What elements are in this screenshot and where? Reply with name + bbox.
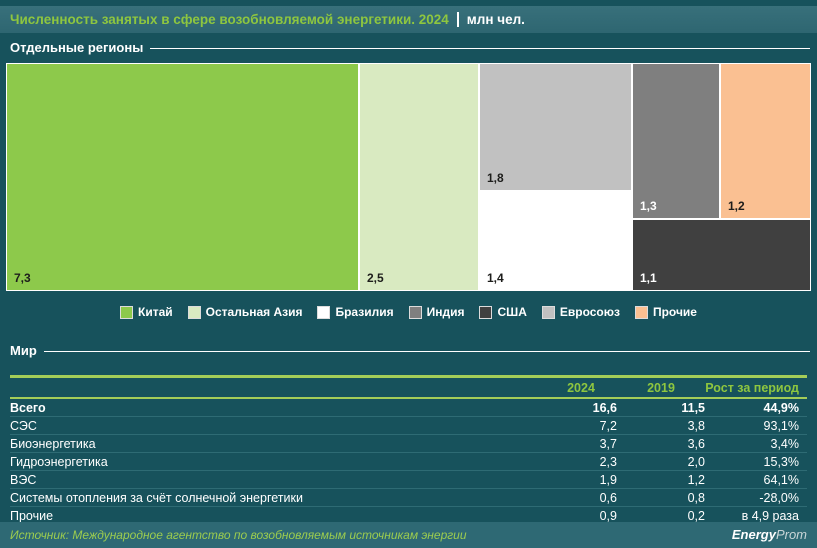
row-label: ВЭС <box>10 470 545 489</box>
treemap-value-india: 1,3 <box>640 199 657 213</box>
section-regions-header: Отдельные регионы <box>10 40 810 55</box>
legend-label: США <box>497 305 527 319</box>
section-world-header: Мир <box>10 343 810 358</box>
treemap-cell-eu: 1,8 <box>480 64 631 190</box>
value-2019: 2,0 <box>617 452 705 471</box>
legend-swatch-usa <box>479 305 493 319</box>
value-2019: 1,2 <box>617 470 705 489</box>
legend-swatch-china <box>120 305 133 319</box>
energyprom-logo: EnergyProm <box>722 526 807 544</box>
table-header-row: 2024 2019 Рост за период <box>10 376 807 399</box>
value-growth: 15,3% <box>705 452 807 471</box>
table-row-wind: ВЭС 1,9 1,2 64,1% <box>10 470 807 489</box>
value-2019: 3,6 <box>617 434 705 453</box>
legend-item-other: Прочие <box>634 305 697 319</box>
section-regions-rule <box>150 48 810 49</box>
treemap-cell-rest-asia: 2,5 <box>360 64 478 290</box>
row-label: Системы отопления за счёт солнечной энер… <box>10 488 545 507</box>
table-row-solar: СЭС 7,2 3,8 93,1% <box>10 416 807 435</box>
legend-item-eu: Евросоюз <box>541 305 620 319</box>
legend-label: Индия <box>426 305 465 319</box>
table-header-2019: 2019 <box>617 376 705 399</box>
legend-item-rest-asia: Остальная Азия <box>187 305 303 319</box>
value-growth: 44,9% <box>705 398 807 417</box>
section-world-title: Мир <box>10 343 37 358</box>
legend-label: Остальная Азия <box>205 305 303 319</box>
treemap-value-brazil: 1,4 <box>487 271 504 285</box>
source-text: Источник: Международное агентство по воз… <box>10 528 467 542</box>
value-2024: 16,6 <box>545 398 617 417</box>
treemap-value-eu: 1,8 <box>487 171 504 185</box>
energyprom-e-icon <box>722 526 727 544</box>
value-2019: 0,8 <box>617 488 705 507</box>
section-regions-title: Отдельные регионы <box>10 40 144 55</box>
legend-swatch-india <box>408 305 422 319</box>
legend-swatch-eu <box>541 305 555 319</box>
legend-label: Бразилия <box>335 305 394 319</box>
table-header-growth: Рост за период <box>705 376 807 399</box>
brand-name-bold: Energy <box>731 527 776 542</box>
footer-bar: Источник: Международное агентство по воз… <box>0 522 817 548</box>
treemap-cell-china: 7,3 <box>7 64 358 290</box>
value-growth: 3,4% <box>705 434 807 453</box>
table-row-total: Всего 16,6 11,5 44,9% <box>10 398 807 417</box>
legend-label: Китай <box>138 305 173 319</box>
section-world-rule <box>43 351 810 352</box>
table-header-2024: 2024 <box>545 376 617 399</box>
table-row-solar-heating: Системы отопления за счёт солнечной энер… <box>10 488 807 507</box>
table-row-hydro: Гидроэнергетика 2,3 2,0 15,3% <box>10 452 807 471</box>
value-2024: 3,7 <box>545 434 617 453</box>
value-growth: 64,1% <box>705 470 807 489</box>
row-label: СЭС <box>10 416 545 435</box>
row-label: Гидроэнергетика <box>10 452 545 471</box>
world-table: 2024 2019 Рост за период Всего 16,6 11,5… <box>10 375 807 525</box>
value-2024: 2,3 <box>545 452 617 471</box>
legend-item-india: Индия <box>408 305 465 319</box>
value-growth: 93,1% <box>705 416 807 435</box>
table-header-empty <box>10 376 545 399</box>
treemap-cell-usa: 1,1 <box>633 220 810 290</box>
treemap-cell-brazil: 1,4 <box>480 192 631 290</box>
table-row-bioenergy: Биоэнергетика 3,7 3,6 3,4% <box>10 434 807 453</box>
treemap-value-usa: 1,1 <box>640 271 657 285</box>
value-2019: 3,8 <box>617 416 705 435</box>
value-2019: 0,2 <box>617 506 705 525</box>
value-2024: 1,9 <box>545 470 617 489</box>
value-growth: -28,0% <box>705 488 807 507</box>
legend-swatch-rest-asia <box>187 305 201 319</box>
legend-swatch-other <box>634 305 648 319</box>
legend-swatch-brazil <box>317 305 331 319</box>
title-bar: Численность занятых в сфере возобновляем… <box>0 6 817 33</box>
regions-treemap: 7,3 2,5 1,8 1,4 1,3 1,2 1,1 <box>6 63 811 291</box>
title-divider <box>456 12 459 27</box>
legend-label: Прочие <box>652 305 697 319</box>
value-2024: 0,6 <box>545 488 617 507</box>
treemap-legend: Китай Остальная Азия Бразилия Индия США … <box>0 303 817 321</box>
brand-name-light: Prom <box>775 527 807 542</box>
legend-item-usa: США <box>479 305 527 319</box>
title-unit: млн чел. <box>466 12 525 27</box>
treemap-value-rest-asia: 2,5 <box>367 271 384 285</box>
value-2024: 7,2 <box>545 416 617 435</box>
treemap-value-china: 7,3 <box>14 271 31 285</box>
row-label: Биоэнергетика <box>10 434 545 453</box>
treemap-cell-india: 1,3 <box>633 64 719 218</box>
row-label: Всего <box>10 398 545 417</box>
page-title: Численность занятых в сфере возобновляем… <box>10 12 449 27</box>
value-2019: 11,5 <box>617 398 705 417</box>
treemap-value-other: 1,2 <box>728 199 745 213</box>
legend-item-brazil: Бразилия <box>317 305 394 319</box>
treemap-cell-other: 1,2 <box>721 64 810 218</box>
legend-item-china: Китай <box>120 305 173 319</box>
legend-label: Евросоюз <box>559 305 620 319</box>
